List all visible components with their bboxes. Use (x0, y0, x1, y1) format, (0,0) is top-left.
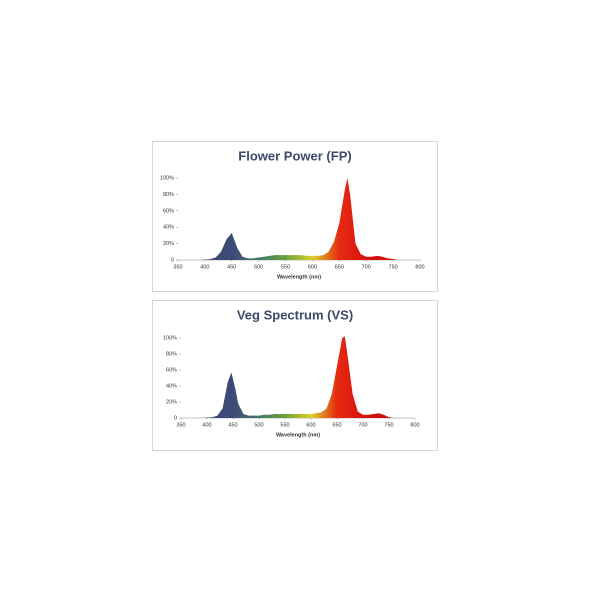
x-tick-label: 550 (281, 264, 290, 270)
y-tick-label: 80% (163, 192, 174, 198)
x-tick-label: 450 (227, 264, 236, 270)
y-tick-label: 0 (174, 415, 177, 421)
x-tick-label: 400 (200, 264, 209, 270)
spectrum-area (196, 336, 395, 418)
y-tick-label: 0 (171, 257, 174, 263)
x-axis-label: Wavelength (nm) (276, 432, 320, 438)
chart-panel: Veg Spectrum (VS) Wavelength (nm) 0 20% 40% 6… (152, 300, 438, 451)
chart-panel: Flower Power (FP) Wavelength (nm) 0 20% 40% 6… (152, 141, 438, 292)
y-tick-label: 40% (166, 383, 177, 389)
y-tick-label: 20% (166, 399, 177, 405)
chart: Flower Power (FP) Wavelength (nm) 0 20% 40% 6… (160, 148, 425, 280)
y-tick-label: 60% (166, 367, 177, 373)
x-tick-label: 600 (306, 422, 315, 428)
x-tick-label: 700 (362, 264, 371, 270)
y-tick-label: 100% (163, 335, 177, 341)
x-tick-label: 600 (308, 264, 317, 270)
x-tick-label: 700 (358, 422, 367, 428)
y-tick-label: 60% (163, 208, 174, 214)
x-tick-label: 500 (254, 264, 263, 270)
x-tick-label: 500 (254, 422, 263, 428)
x-tick-label: 350 (176, 422, 185, 428)
spectrum-area (194, 178, 399, 260)
x-tick-label: 450 (228, 422, 237, 428)
chart-title: Veg Spectrum (VS) (237, 307, 353, 322)
y-tick-label: 20% (163, 241, 174, 247)
y-tick-label: 40% (163, 225, 174, 231)
y-tick-label: 100% (160, 175, 174, 181)
x-tick-label: 400 (202, 422, 211, 428)
x-tick-label: 800 (410, 422, 419, 428)
x-tick-label: 750 (384, 422, 393, 428)
chart-title: Flower Power (FP) (238, 148, 351, 163)
x-tick-label: 350 (173, 264, 182, 270)
x-tick-label: 550 (280, 422, 289, 428)
x-tick-label: 750 (389, 264, 398, 270)
y-tick-label: 80% (166, 351, 177, 357)
x-tick-label: 800 (415, 264, 424, 270)
chart: Veg Spectrum (VS) Wavelength (nm) 0 20% 40% 6… (163, 307, 420, 438)
x-axis-label: Wavelength (nm) (277, 274, 321, 280)
x-tick-label: 650 (335, 264, 344, 270)
x-tick-label: 650 (332, 422, 341, 428)
